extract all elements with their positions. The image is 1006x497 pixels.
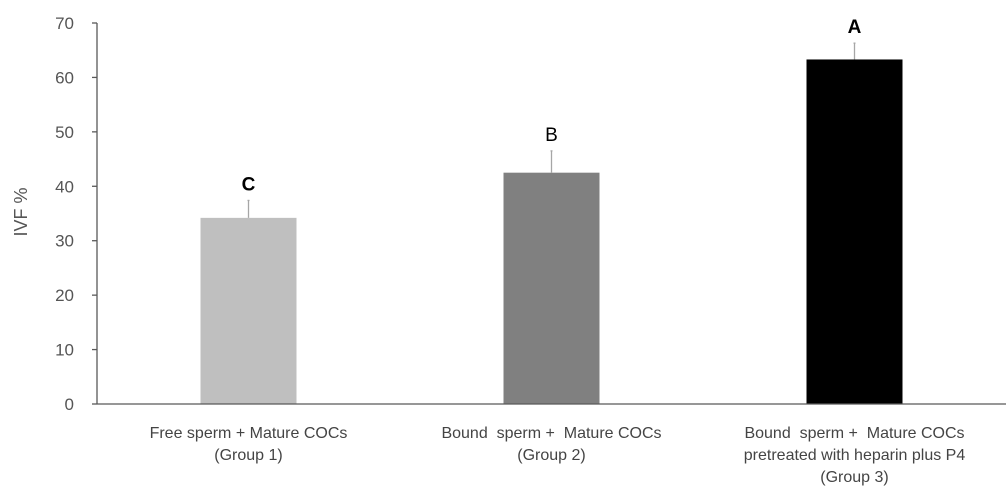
category-label: Free sperm + Mature COCs (Group 1) <box>150 425 348 464</box>
category-label-line: Free sperm + Mature COCs <box>150 425 348 442</box>
category-label-line: Bound sperm + Mature COCs <box>744 425 964 442</box>
y-tick-label: 70 <box>55 14 74 33</box>
error-bars <box>247 42 856 218</box>
y-tick-label: 20 <box>55 286 74 305</box>
y-tick-label: 50 <box>55 123 74 142</box>
bar <box>806 59 903 405</box>
significance-label: C <box>242 174 256 195</box>
category-label: Bound sperm + Mature COCs pretreated with… <box>744 425 966 486</box>
category-label: Bound sperm + Mature COCs (Group 2) <box>441 425 661 464</box>
y-axis-label: IVF % <box>11 187 31 236</box>
y-tick-label: 60 <box>55 68 74 87</box>
bar <box>200 217 297 404</box>
y-tick-label: 30 <box>55 232 74 251</box>
significance-label: B <box>545 125 558 146</box>
y-axis-ticks: 0 10 20 30 40 50 60 70 <box>55 14 97 414</box>
significance-labels: C B A <box>242 17 862 195</box>
category-label-line: (Group 3) <box>820 469 888 486</box>
bars <box>200 59 903 405</box>
significance-label: A <box>848 17 862 38</box>
bar <box>503 172 600 404</box>
y-tick-label: 40 <box>55 177 74 196</box>
category-label-line: Bound sperm + Mature COCs <box>441 425 661 442</box>
category-label-line: pretreated with heparin plus P4 <box>744 447 966 464</box>
category-label-line: (Group 2) <box>517 447 585 464</box>
category-labels: Free sperm + Mature COCs (Group 1) Bound s… <box>150 425 966 486</box>
y-tick-label: 0 <box>65 395 74 414</box>
category-label-line: (Group 1) <box>214 447 282 464</box>
y-tick-label: 10 <box>55 341 74 360</box>
